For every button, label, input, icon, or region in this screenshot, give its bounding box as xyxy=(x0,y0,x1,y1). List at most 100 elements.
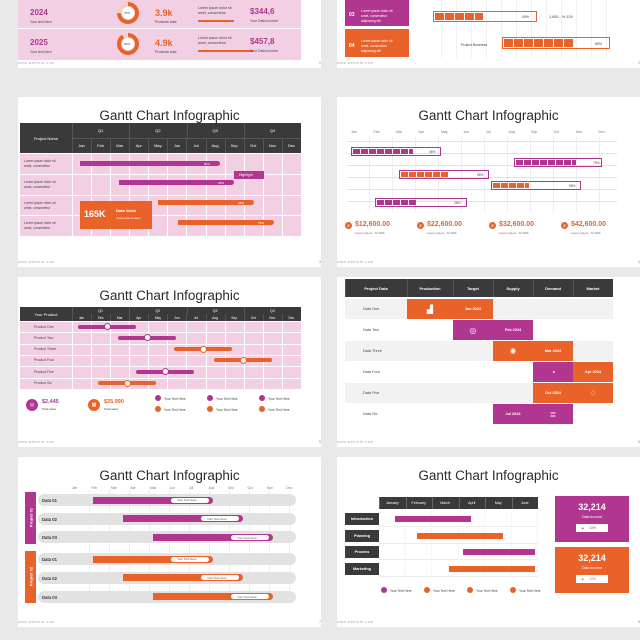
kpi-value: $2,445 xyxy=(42,399,59,405)
month-header xyxy=(72,314,92,321)
target-icon: ◎ xyxy=(26,399,38,411)
table-row: 2025 Your text here 90% 4.9k Products to… xyxy=(18,29,301,59)
bar-marker xyxy=(162,368,169,376)
header-corner xyxy=(20,123,72,153)
row-divider xyxy=(20,377,301,378)
quarter-header xyxy=(129,307,187,314)
grid-line xyxy=(347,177,617,178)
legend-label: Your Text Here xyxy=(268,407,290,412)
month-label: Aug xyxy=(211,143,219,148)
grid-line xyxy=(167,321,168,389)
row-label: Data 01 xyxy=(42,557,57,563)
row-divider xyxy=(20,366,301,367)
month-label: Sep xyxy=(230,143,238,148)
gantt-grid: Your Product Q1 Q2 Q3 Q4 Jan Feb Mar Apr May Jun… xyxy=(20,307,302,389)
row-value-sub: Products total xyxy=(155,20,177,24)
grid-background xyxy=(427,0,617,58)
month-label: Feb xyxy=(97,315,104,320)
highlight-tag xyxy=(234,171,264,179)
grid-line xyxy=(205,153,207,236)
bar-text: Your Text Here xyxy=(177,498,197,503)
bar-tag xyxy=(231,594,269,599)
row-label: amet, consectetur xyxy=(24,164,51,168)
footer: www.website.com xyxy=(18,260,55,264)
gantt-bar xyxy=(93,555,213,563)
month-header xyxy=(205,138,225,153)
month-label: Apr xyxy=(130,486,136,490)
card-sub: Data Income xyxy=(582,566,602,570)
legend-icon xyxy=(510,587,516,593)
month-header xyxy=(485,497,512,509)
table-header-cell xyxy=(493,279,533,297)
page-number: 6 xyxy=(638,440,640,444)
month-label: Aug xyxy=(508,130,515,134)
grid-line xyxy=(224,153,226,236)
grid-line xyxy=(148,153,149,236)
bar-marker xyxy=(240,356,247,364)
stat-value: $42,600.00 xyxy=(571,221,607,228)
row-desc: Lorem ipsum dolor sit xyxy=(198,6,232,10)
group-label-bar xyxy=(25,551,36,603)
highlight-label: Highlight xyxy=(239,172,253,177)
page-number: 8 xyxy=(638,620,640,624)
month-label: Sep xyxy=(231,315,238,320)
bar-marker xyxy=(144,334,151,342)
row-money: $457,8 xyxy=(250,37,275,46)
product-label: Product Five xyxy=(34,369,54,374)
month-label: Sep xyxy=(531,130,538,134)
row-divider xyxy=(20,194,301,195)
month-label: April xyxy=(468,501,476,505)
gantt-grid: Project Name Q1 Q2 Q3 Q4 Jan Feb Mar Apr May Jun… xyxy=(20,123,302,236)
month-label: Jan xyxy=(72,486,78,490)
icon-cell xyxy=(533,362,573,382)
chart-icon: ▟ xyxy=(426,304,434,314)
month-label: Feb xyxy=(373,130,380,134)
row-label: Process xyxy=(354,550,370,554)
row-grid xyxy=(379,544,538,560)
month-label: May xyxy=(154,143,162,148)
product-label: Product Four xyxy=(34,358,55,363)
quarter-label: Q1 xyxy=(97,128,104,133)
highlight-cell xyxy=(533,341,573,361)
grid-line xyxy=(186,153,187,236)
month-label: Apr xyxy=(418,130,424,134)
bar-pct: 28% xyxy=(238,200,245,205)
coin-icon: $ xyxy=(345,222,352,229)
card-badge xyxy=(576,575,608,583)
month-header xyxy=(281,314,301,321)
bar-outline xyxy=(514,158,602,167)
month-label: Mar xyxy=(116,315,123,320)
month-header xyxy=(205,314,225,321)
bar-pct: 85% xyxy=(595,42,603,46)
month-label: Apr xyxy=(135,143,142,148)
row-money-sub: Your Data Income xyxy=(250,49,278,53)
month-header xyxy=(224,314,244,321)
group-label: Project 02 xyxy=(28,566,34,587)
footer: www.website.com xyxy=(337,440,374,444)
row-divider xyxy=(20,354,301,356)
legend-icon xyxy=(381,587,387,593)
table-header-label: Production xyxy=(419,285,441,291)
bar-tag xyxy=(201,516,239,522)
grid-line xyxy=(281,321,283,389)
legend-label: Your Text Here xyxy=(433,588,455,593)
gantt-bar xyxy=(178,220,274,225)
bar-outline xyxy=(399,170,489,179)
item-desc: amet, consectetur xyxy=(361,14,388,18)
month-header xyxy=(262,314,282,321)
month-label: Aug xyxy=(208,486,215,490)
row-money: $344,6 xyxy=(250,7,275,16)
month-header xyxy=(148,138,168,153)
item-num: 03 xyxy=(349,12,355,18)
header-corner xyxy=(20,307,72,321)
quarter-label: Q4 xyxy=(270,308,275,313)
bar-pct: 80% xyxy=(204,161,211,166)
table-header-cell xyxy=(573,279,613,297)
row-desc: Lorem ipsum dolor sit xyxy=(198,36,232,40)
bar-marker xyxy=(124,379,131,387)
bar-tag xyxy=(231,534,269,540)
slide-gantt-project: Gantt Chart Infographic Project Name Q1 Q… xyxy=(18,97,321,267)
stat-sub: Lorem ipsum - % 29% xyxy=(499,231,529,235)
bar-tag xyxy=(201,575,239,581)
row-sub: Your text here xyxy=(30,20,52,24)
